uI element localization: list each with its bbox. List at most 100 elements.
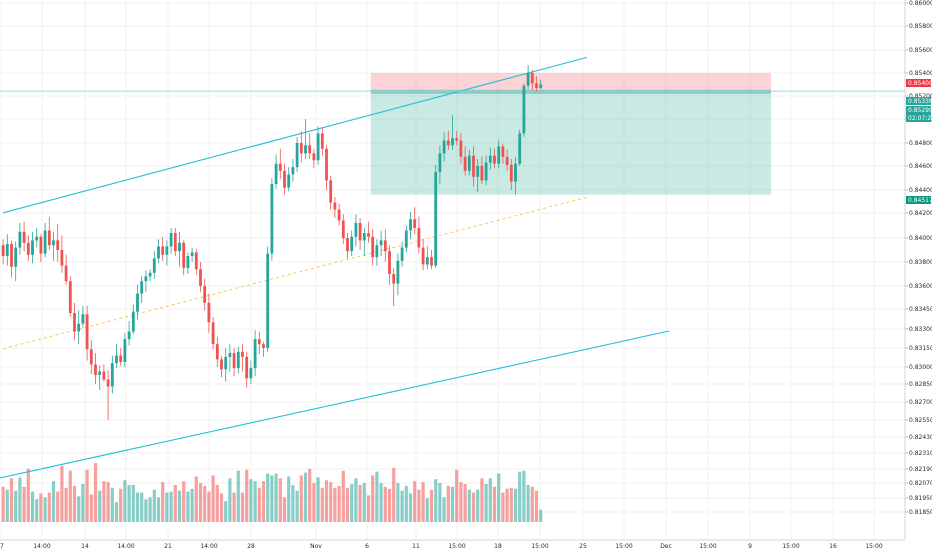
candle-body [497, 146, 501, 164]
volume-bar [35, 499, 39, 522]
candle-body [94, 364, 97, 375]
candle-body [325, 148, 328, 181]
volume-bar [371, 475, 375, 522]
candle-body [232, 353, 236, 369]
price-tick-label: 0.84200 [909, 210, 932, 217]
candle-body [480, 166, 484, 181]
volume-bar [320, 487, 324, 522]
volume-bar [513, 488, 518, 522]
channel-lines[interactable] [0, 56, 905, 479]
volume-bar [186, 491, 190, 522]
volume-bar [14, 490, 18, 522]
stop-price-tag-bg [906, 79, 931, 87]
price-tick-label: 0.82070 [909, 480, 932, 487]
volume-bar [68, 470, 72, 522]
candle-body [304, 145, 307, 154]
volume-bar [123, 480, 127, 522]
time-tick-label: Dec [660, 543, 672, 550]
candle-body [287, 174, 291, 188]
candle-body [333, 202, 337, 210]
candlesticks [1, 64, 543, 420]
volume-bar [232, 492, 236, 522]
volume-bar [434, 479, 438, 522]
volume-bars [1, 463, 543, 522]
volume-bar [329, 482, 333, 522]
target-price-tag-bg [906, 196, 931, 204]
countdown-tag-label: 02:07:29 [908, 115, 932, 122]
candle-body [245, 356, 249, 379]
candle-body [81, 314, 85, 324]
volume-bar [77, 496, 81, 522]
volume-bar [396, 483, 400, 522]
candle-body [274, 163, 278, 184]
time-tick-label: 28 [247, 543, 255, 550]
candle-body [354, 223, 358, 237]
price-axis[interactable]: 0.860000.858000.856000.854000.852000.850… [904, 0, 932, 550]
volume-bar [308, 468, 312, 522]
time-tick-label: 21 [164, 543, 172, 550]
candle-body [194, 252, 198, 270]
volume-bar [245, 469, 249, 522]
volume-bar [459, 482, 463, 522]
candle-body [463, 156, 467, 171]
candle-body [270, 184, 274, 254]
volume-bar [333, 487, 337, 522]
candle-body [5, 244, 9, 256]
volume-bar [228, 478, 232, 522]
volume-bar [350, 484, 354, 522]
candle-body [43, 230, 47, 254]
candle-body [539, 84, 543, 88]
time-tick-label: 15:00 [531, 543, 548, 550]
time-tick-label: 14:00 [200, 543, 217, 550]
volume-bar [152, 489, 156, 522]
price-tick-label: 0.85400 [909, 70, 932, 77]
candle-body [35, 236, 39, 241]
candle-body [102, 371, 106, 380]
time-tick-label: 14 [81, 543, 89, 550]
time-tick-label: 14:00 [117, 543, 134, 550]
candle-body [26, 242, 30, 255]
volume-bar [295, 490, 299, 522]
volume-bar [156, 497, 161, 522]
candle-body [115, 355, 118, 364]
volume-bar [224, 501, 228, 522]
candle-body [375, 245, 379, 258]
volume-bar [194, 476, 198, 522]
candle-body [165, 246, 169, 255]
volume-bar [43, 497, 47, 522]
candle-body [455, 138, 459, 141]
volume-bar [127, 484, 131, 522]
volume-bar [438, 483, 442, 522]
volume-bar [471, 492, 476, 522]
candle-body [367, 233, 370, 237]
candle-body [148, 272, 152, 277]
candle-body [136, 293, 139, 312]
volume-bar [534, 490, 539, 522]
candle-body [140, 281, 144, 294]
volume-bar [85, 469, 89, 522]
volume-bar [480, 478, 484, 522]
candle-body [383, 240, 387, 252]
volume-bar [522, 470, 526, 522]
volume-bar [404, 485, 408, 522]
candle-body [350, 236, 354, 252]
candle-body [1, 245, 5, 256]
candle-body [262, 344, 265, 348]
time-tick-label: 15:00 [782, 543, 799, 550]
volume-bar [81, 484, 85, 522]
candle-body [467, 155, 471, 171]
volume-bar [366, 495, 371, 522]
time-tick-label: 15:00 [699, 543, 716, 550]
candle-body [207, 302, 211, 323]
candle-body [131, 311, 135, 332]
candle-body [119, 355, 123, 362]
volume-bar [476, 489, 480, 522]
volume-bar [89, 494, 93, 522]
position-tool[interactable] [370, 72, 771, 195]
price-tick-label: 0.82550 [909, 417, 932, 424]
volume-bar [173, 484, 177, 522]
time-axis[interactable]: 7 14:00 14 14:00 21 14:00 28 Nov 6 11 15:00 18 15:00… [0, 539, 905, 550]
candle-body [434, 172, 438, 266]
volume-bar [509, 487, 513, 522]
